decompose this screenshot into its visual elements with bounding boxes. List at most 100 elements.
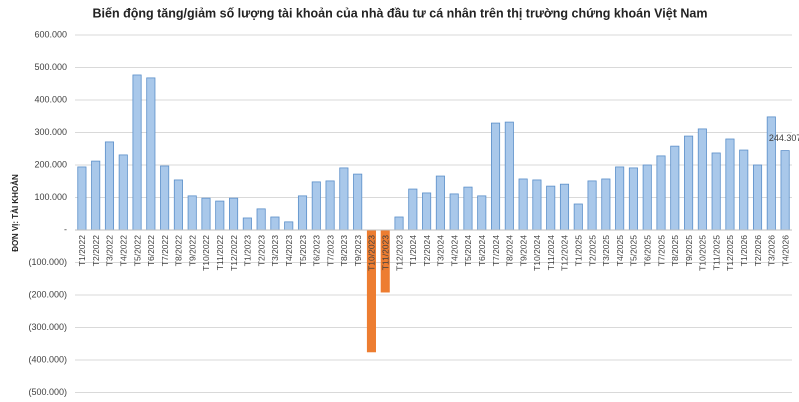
y-tick-label: 200.000 [34, 159, 67, 169]
y-tick-label: (400.000) [28, 354, 67, 364]
bar [615, 166, 625, 231]
bar [739, 149, 749, 231]
bar [573, 203, 583, 231]
x-tick-label: T12/2022 [229, 235, 239, 271]
bar [449, 193, 459, 231]
x-tick-label: T8/2022 [174, 235, 184, 266]
y-tick-label: (100.000) [28, 257, 67, 267]
bar [394, 216, 404, 231]
x-tick-label: T2/2025 [587, 235, 597, 266]
x-tick-label: T5/2024 [463, 235, 473, 266]
x-tick-label: T2/2023 [256, 235, 266, 266]
bar [132, 74, 142, 231]
x-tick-label: T3/2023 [270, 235, 280, 266]
bar [187, 195, 197, 231]
x-tick-label: T4/2023 [284, 235, 294, 266]
y-tick-label: 500.000 [34, 62, 67, 72]
bar [711, 152, 721, 231]
bar [752, 164, 763, 231]
x-tick-label: T12/2025 [725, 235, 735, 271]
y-tick-label: 600.000 [34, 29, 67, 39]
x-tick-label: T11/2023 [380, 235, 390, 271]
x-tick-label: T7/2022 [160, 235, 170, 266]
x-tick-label: T6/2023 [312, 235, 322, 266]
x-tick-label: T11/2025 [711, 235, 721, 271]
chart-title: Biến động tăng/giảm số lượng tài khoản c… [93, 6, 708, 20]
y-tick-label: (300.000) [28, 322, 67, 332]
bar [532, 179, 542, 231]
x-tick-label: T12/2023 [394, 235, 404, 271]
x-tick-label: T1/2025 [574, 235, 584, 266]
x-tick-label: T4/2024 [449, 235, 459, 266]
bar [697, 128, 707, 231]
bar [587, 180, 597, 231]
x-tick-label: T2/2022 [91, 235, 101, 266]
y-tick-label: 300.000 [34, 127, 67, 137]
x-tick-label: T11/2022 [215, 235, 225, 271]
x-tick-label: T5/2023 [298, 235, 308, 266]
x-tick-label: T5/2025 [629, 235, 639, 266]
x-tick-label: T2/2024 [422, 235, 432, 266]
x-tick-label: T4/2026 [780, 235, 790, 266]
bar [670, 145, 680, 231]
bar [284, 221, 294, 231]
bar [91, 160, 101, 231]
x-tick-label: T7/2023 [325, 235, 335, 266]
bar [780, 150, 790, 231]
x-tick-label: T6/2024 [477, 235, 487, 266]
x-tick-label: T9/2023 [353, 235, 363, 266]
x-tick-label: T3/2024 [436, 235, 446, 266]
x-tick-label: T1/2024 [408, 235, 418, 266]
bar [477, 195, 487, 231]
x-tick-label: T2/2026 [753, 235, 763, 266]
bar [422, 192, 432, 231]
x-tick-label: T3/2025 [601, 235, 611, 266]
bar [118, 154, 128, 231]
bar [546, 185, 556, 231]
x-tick-label: T8/2024 [505, 235, 515, 266]
y-tick-label: (500.000) [28, 387, 67, 397]
bar [229, 197, 239, 231]
x-tick-label: T6/2025 [642, 235, 652, 266]
bar [518, 178, 528, 231]
bar [311, 181, 321, 231]
bar [104, 141, 115, 231]
x-tick-label: T9/2022 [187, 235, 197, 266]
y-tick-label: (200.000) [28, 289, 67, 299]
x-tick-label: T10/2023 [367, 235, 377, 271]
value-label: 244.307 [769, 133, 799, 143]
x-tick-label: T4/2022 [119, 235, 129, 266]
bar [160, 165, 170, 231]
bar [601, 178, 611, 231]
x-tick-label: T10/2025 [698, 235, 708, 271]
y-tick-label: 400.000 [34, 94, 67, 104]
bar [146, 77, 156, 231]
x-tick-label: T6/2022 [146, 235, 156, 266]
x-tick-label: T10/2022 [201, 235, 211, 271]
x-tick-label: T3/2022 [105, 235, 115, 266]
x-tick-label: T4/2025 [615, 235, 625, 266]
bar [77, 166, 87, 231]
x-tick-label: T12/2024 [560, 235, 570, 271]
bar [642, 164, 652, 231]
bar [559, 183, 570, 231]
bar [628, 167, 638, 231]
bar [491, 122, 501, 231]
bar [297, 195, 308, 231]
x-tick-label: T1/2023 [243, 235, 253, 266]
x-tick-label: T8/2023 [339, 235, 349, 266]
bar [353, 173, 363, 231]
x-tick-label: T8/2025 [670, 235, 680, 266]
x-tick-label: T5/2022 [132, 235, 142, 266]
bar [339, 167, 349, 231]
x-tick-label: T11/2024 [546, 235, 556, 271]
bar [270, 216, 280, 231]
bar [435, 175, 445, 231]
x-tick-label: T3/2026 [767, 235, 777, 266]
bar [656, 155, 666, 231]
x-tick-label: T7/2025 [656, 235, 666, 266]
x-tick-label: T10/2024 [532, 235, 542, 271]
bar [256, 208, 266, 231]
bar [201, 197, 211, 231]
